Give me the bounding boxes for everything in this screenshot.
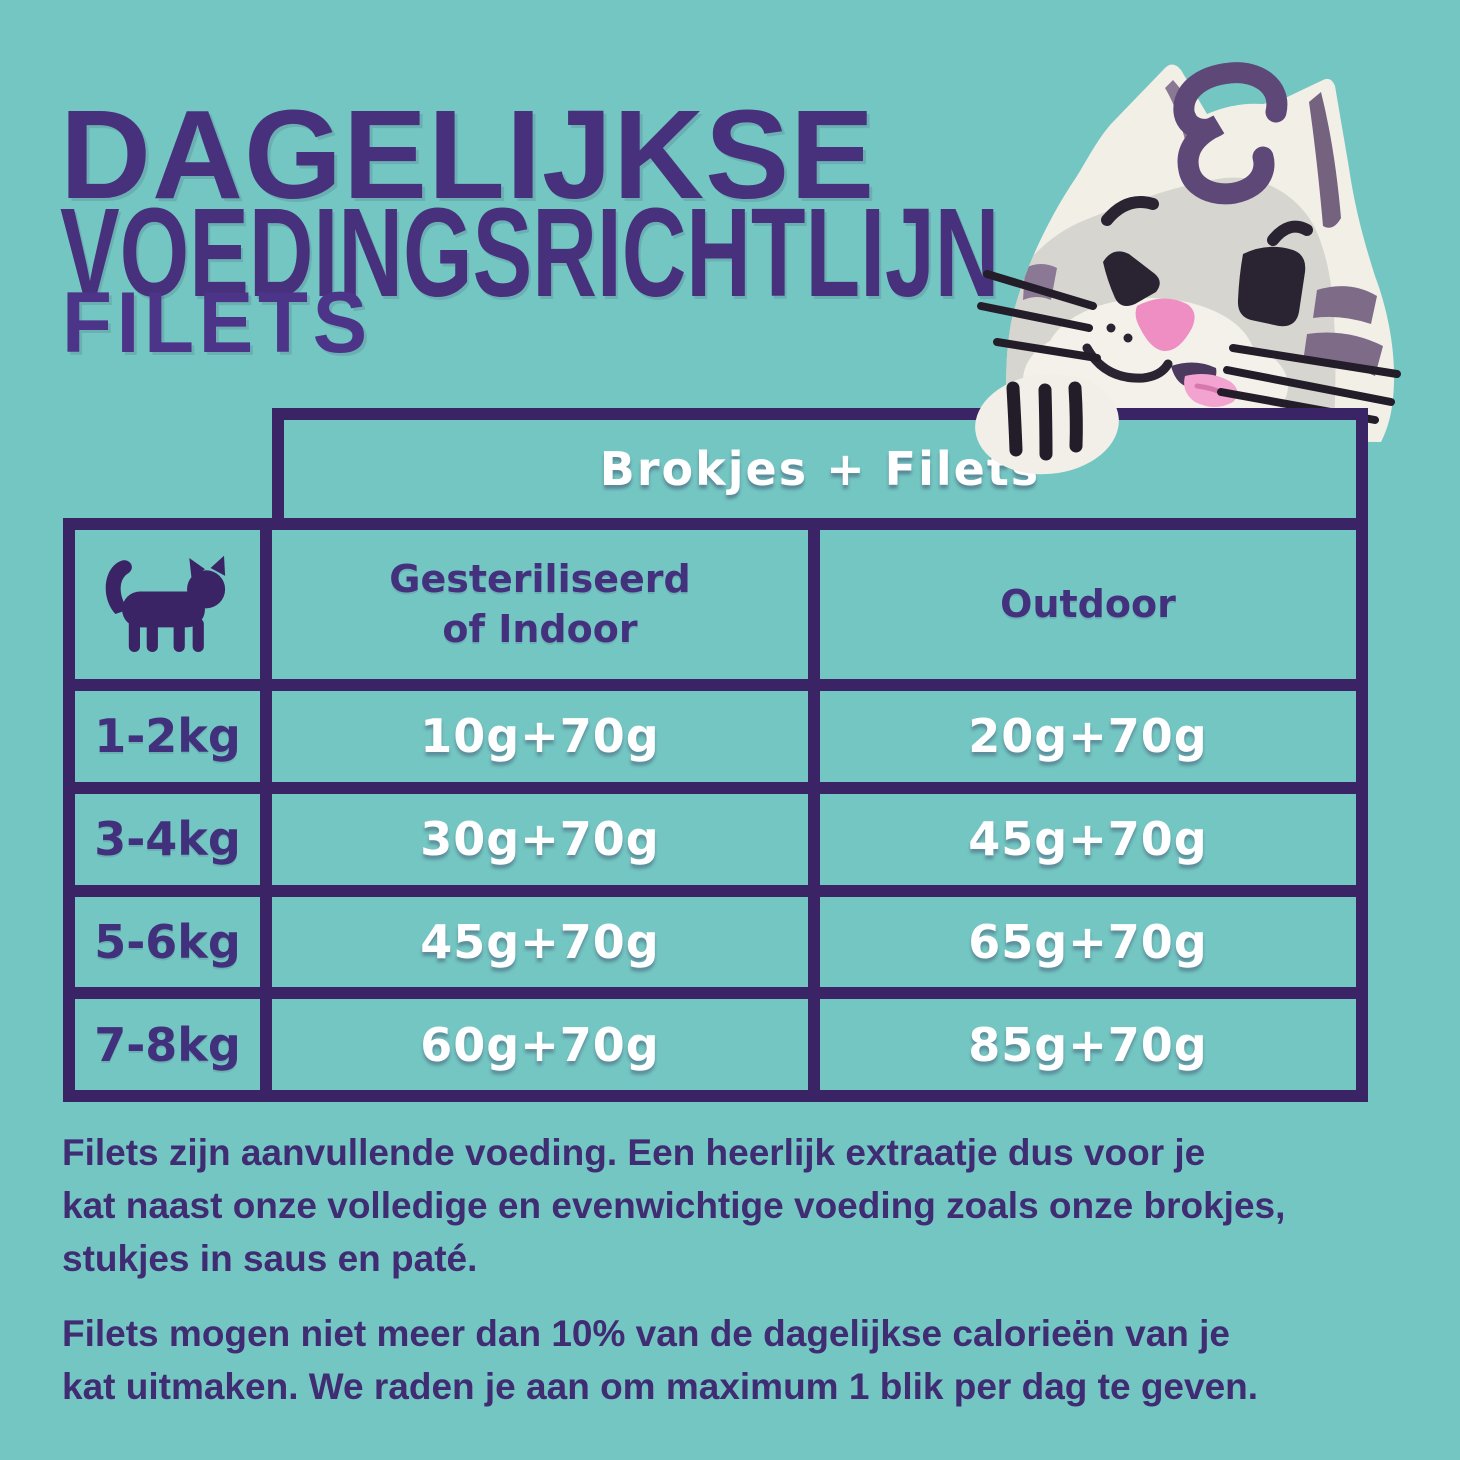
column-header-outdoor: Outdoor — [820, 530, 1356, 679]
feeding-note-secondary: Filets mogen niet meer dan 10% van de da… — [62, 1313, 1259, 1407]
weight-label: 5-6kg — [75, 896, 260, 988]
weight-label: 1-2kg — [75, 691, 260, 782]
indoor-value: 30g+70g — [272, 793, 808, 885]
forehead-curl — [1173, 62, 1288, 205]
page-title-line-1: DAGELIJKSE — [60, 84, 876, 225]
feeding-table: Gesteriliseerd of Indoor Outdoor 1-2kg 1… — [63, 518, 1368, 1102]
whiskers — [977, 270, 1401, 424]
cat-silhouette-icon — [105, 555, 225, 652]
outdoor-value: 45g+70g — [820, 793, 1356, 885]
paw-toes — [1006, 381, 1083, 461]
page-subtitle: FILETS — [62, 275, 372, 371]
indoor-value: 45g+70g — [272, 896, 808, 988]
outdoor-value: 65g+70g — [820, 896, 1356, 988]
cat-silhouette-cell — [75, 530, 260, 679]
page-title-line-2: VOEDINGSRICHTLIJN — [60, 182, 1000, 323]
left-eye — [1103, 251, 1160, 306]
nose — [1135, 298, 1195, 352]
right-eye — [1237, 246, 1306, 327]
indoor-value: 10g+70g — [272, 691, 808, 782]
outdoor-value: 85g+70g — [820, 999, 1356, 1090]
table-group-header: Brokjes + Filets — [272, 408, 1368, 518]
feeding-note-primary: Filets zijn aanvullende voeding. Een hee… — [62, 1132, 1286, 1279]
weight-label: 7-8kg — [75, 999, 260, 1090]
cat-paw-illustration — [975, 373, 1119, 475]
weight-label: 3-4kg — [75, 793, 260, 885]
right-ear-shadow — [1309, 92, 1341, 228]
right-eyebrow — [1267, 220, 1313, 246]
column-header-indoor: Gesteriliseerd of Indoor — [272, 530, 808, 679]
table-group-header-label: Brokjes + Filets — [599, 442, 1041, 496]
outdoor-value: 20g+70g — [820, 691, 1356, 782]
left-eyebrow — [1101, 196, 1159, 226]
indoor-value: 60g+70g — [272, 999, 808, 1090]
footnotes: Filets zijn aanvullende voeding. Een hee… — [62, 1126, 1444, 1435]
